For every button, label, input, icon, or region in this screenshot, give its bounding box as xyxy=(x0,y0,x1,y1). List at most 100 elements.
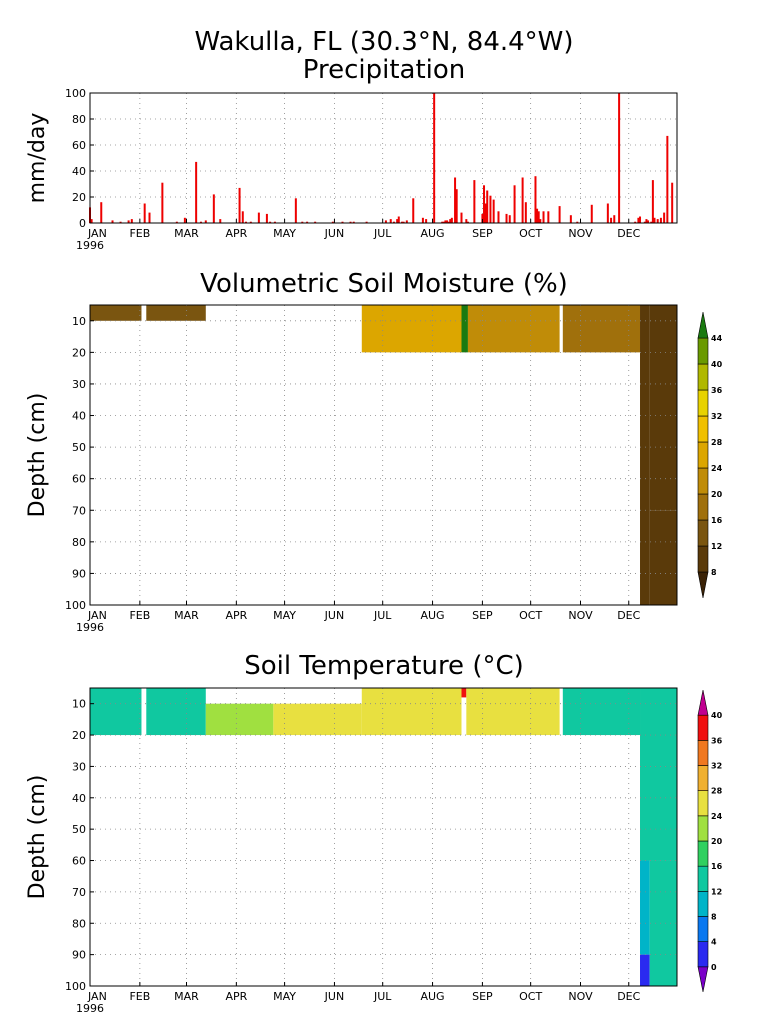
precip-bar xyxy=(613,215,616,223)
precip-bar xyxy=(257,212,260,223)
precip-bar xyxy=(645,219,648,223)
x-tick-label: JUN xyxy=(324,227,345,240)
colorbar-swatch xyxy=(697,441,709,469)
precip-bars xyxy=(89,93,674,223)
precip-bar xyxy=(238,187,241,223)
colorbar-label: 28 xyxy=(711,787,723,796)
colorbar-label: 0 xyxy=(711,963,717,972)
soil-temperature-x-ticks: JAN FEB MAR APR MAY JUN JUL AUG SEP OCT NOV DEC 1996 xyxy=(76,982,641,1015)
precip-bar xyxy=(249,221,252,223)
colorbar-swatch xyxy=(697,840,709,867)
heatmap-cell xyxy=(640,688,677,861)
x-tick-label: OCT xyxy=(519,990,542,1003)
precip-bar xyxy=(610,217,613,223)
precip-bar xyxy=(433,93,436,223)
x-tick-label: JUL xyxy=(373,990,392,1003)
colorbar-label: 8 xyxy=(711,913,717,922)
soil-moisture-x-ticks: JAN FEB MAR APR MAY JUN JUL AUG SEP OCT NOV DEC 1996 xyxy=(76,601,641,634)
precip-bar xyxy=(352,221,355,223)
precip-bar xyxy=(536,208,539,223)
precip-bar xyxy=(384,220,387,223)
precip-bar xyxy=(183,217,186,223)
colorbar-label: 12 xyxy=(711,887,722,896)
y-tick-label: 60 xyxy=(72,855,86,868)
colorbar-label: 40 xyxy=(711,360,723,369)
y-tick-label: 50 xyxy=(72,441,86,454)
heatmap-cell xyxy=(640,860,650,955)
precip-bar xyxy=(241,211,244,223)
precip-bar xyxy=(656,219,659,223)
precip-bar xyxy=(618,93,621,223)
x-tick-label: MAY xyxy=(273,990,296,1003)
heatmap-cell xyxy=(562,688,641,736)
precip-bar xyxy=(130,219,133,223)
colorbar-label: 32 xyxy=(711,412,722,421)
soil-moisture-ylabel: Depth (cm) xyxy=(25,393,50,518)
x-tick-label: NOV xyxy=(568,990,593,1003)
y-tick-label: 100 xyxy=(65,980,86,993)
precip-bar xyxy=(212,194,215,223)
precip-bar xyxy=(396,219,399,223)
y-tick-label: 100 xyxy=(65,87,86,100)
precip-bar xyxy=(449,219,452,223)
soil-moisture-title: Volumetric Soil Moisture (%) xyxy=(200,269,568,299)
precip-bar xyxy=(534,176,537,223)
precip-bar xyxy=(331,221,334,223)
precip-bar xyxy=(497,211,500,223)
colorbar-label: 20 xyxy=(711,837,723,846)
colorbar-swatch xyxy=(697,571,709,599)
heatmap-cell xyxy=(461,305,468,353)
x-tick-label: SEP xyxy=(472,609,493,622)
colorbar-label: 8 xyxy=(711,568,717,577)
precip-bar xyxy=(349,221,352,223)
precip-bar xyxy=(161,182,164,223)
heatmap-cell xyxy=(90,305,142,321)
precip-bar xyxy=(454,177,457,223)
heatmap-cell xyxy=(273,703,362,736)
year-label: 1996 xyxy=(76,239,104,252)
precip-bar xyxy=(455,189,458,223)
colorbar-swatch xyxy=(697,363,709,391)
y-tick-label: 70 xyxy=(72,886,86,899)
heatmap-cell xyxy=(467,305,560,353)
precip-bar xyxy=(606,203,609,223)
x-tick-label: AUG xyxy=(420,609,444,622)
colorbar-label: 4 xyxy=(711,938,717,947)
soil-moisture-frame xyxy=(89,304,678,606)
y-tick-label: 10 xyxy=(72,315,86,328)
precip-bar xyxy=(558,206,561,223)
x-tick-label: AUG xyxy=(420,990,444,1003)
colorbar-label: 36 xyxy=(711,736,723,745)
precip-bar xyxy=(524,202,527,223)
heatmap-cell xyxy=(461,688,467,698)
precip-bar xyxy=(486,190,489,223)
precip-bar xyxy=(659,217,662,223)
precip-bar xyxy=(484,203,487,223)
colorbar-swatch xyxy=(697,765,709,791)
precip-bar xyxy=(465,219,468,223)
precip-bar xyxy=(576,221,579,223)
heatmap-cell xyxy=(90,688,142,736)
y-tick-label: 40 xyxy=(72,165,86,178)
soil-temperature-frame xyxy=(89,687,678,987)
precip-bar xyxy=(639,216,642,223)
colorbar-label: 44 xyxy=(711,334,723,343)
y-tick-label: 90 xyxy=(72,567,86,580)
colorbar-swatch xyxy=(697,865,709,892)
precip-bar xyxy=(663,212,666,223)
precip-bar xyxy=(301,221,304,223)
colorbar-swatch xyxy=(697,941,709,968)
x-tick-label: MAR xyxy=(174,227,199,240)
x-tick-label: MAY xyxy=(273,609,296,622)
y-tick-label: 80 xyxy=(72,113,86,126)
y-tick-label: 50 xyxy=(72,823,86,836)
colorbar-label: 20 xyxy=(711,490,723,499)
colorbar-label: 24 xyxy=(711,812,723,821)
precip-bar xyxy=(397,216,400,223)
precip-bar xyxy=(590,204,593,223)
precip-x-ticks: JAN FEB MAR APR MAY JUN JUL AUG SEP OCT NOV DEC 1996 xyxy=(76,219,641,252)
precip-bar xyxy=(647,220,650,223)
precip-bar xyxy=(444,220,447,223)
colorbar-swatch xyxy=(697,740,709,766)
x-tick-label: MAR xyxy=(174,609,199,622)
